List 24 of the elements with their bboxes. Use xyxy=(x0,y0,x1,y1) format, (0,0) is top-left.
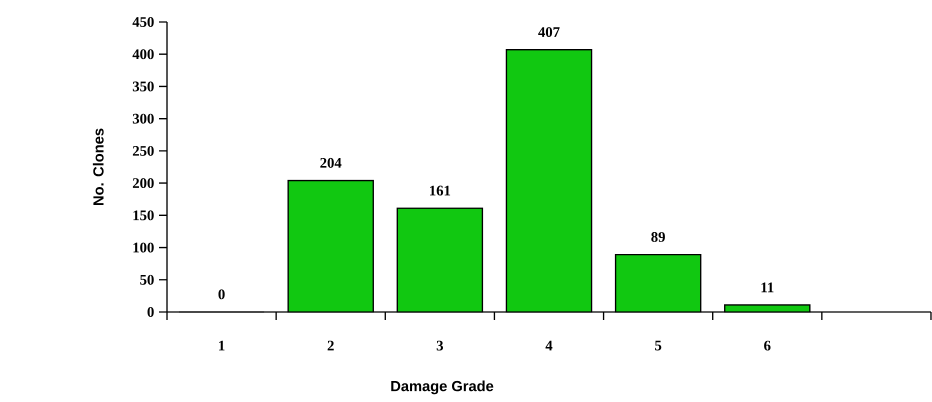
y-tick-label: 450 xyxy=(132,17,154,27)
data-label: 204 xyxy=(320,158,342,168)
y-tick-label: 250 xyxy=(132,146,154,156)
data-label: 89 xyxy=(651,232,665,242)
x-tick-label: 4 xyxy=(546,340,552,350)
data-label: 0 xyxy=(218,289,225,300)
y-tick-label: 100 xyxy=(133,242,154,252)
x-tick-label: 5 xyxy=(655,340,662,350)
data-label: 407 xyxy=(538,27,560,37)
x-tick-label: 6 xyxy=(764,340,771,351)
y-tick-label: 400 xyxy=(132,49,154,60)
x-tick-label: 1 xyxy=(219,340,224,350)
x-tick-label: 2 xyxy=(328,340,334,350)
x-tick-label: 3 xyxy=(436,340,444,351)
y-tick-label: 200 xyxy=(132,178,154,188)
x-axis-title: Damage Grade xyxy=(391,380,494,394)
y-tick-label: 300 xyxy=(132,114,154,124)
y-tick-label: 50 xyxy=(140,274,154,285)
y-axis-title: No. Clones xyxy=(92,128,104,205)
y-tick-label: 0 xyxy=(148,307,154,317)
data-label: 161 xyxy=(430,186,450,196)
data-label: 11 xyxy=(762,282,774,292)
y-tick-label: 150 xyxy=(133,210,154,220)
y-tick-label: 350 xyxy=(132,82,154,92)
